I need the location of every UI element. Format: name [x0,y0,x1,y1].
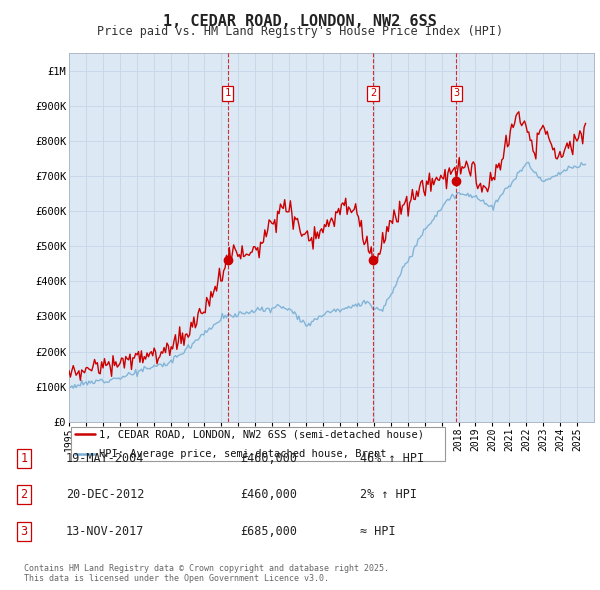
Text: £685,000: £685,000 [240,525,297,538]
Text: 20-DEC-2012: 20-DEC-2012 [66,488,145,501]
Text: 1: 1 [224,88,231,99]
Text: 3: 3 [453,88,460,99]
Text: 46% ↑ HPI: 46% ↑ HPI [360,451,424,465]
Text: 13-NOV-2017: 13-NOV-2017 [66,525,145,538]
Text: ≈ HPI: ≈ HPI [360,525,395,538]
Text: Contains HM Land Registry data © Crown copyright and database right 2025.
This d: Contains HM Land Registry data © Crown c… [24,563,389,583]
Text: HPI: Average price, semi-detached house, Brent: HPI: Average price, semi-detached house,… [99,448,387,458]
Text: 19-MAY-2004: 19-MAY-2004 [66,451,145,465]
Text: 3: 3 [20,525,28,538]
Text: 2: 2 [370,88,376,99]
Text: 2% ↑ HPI: 2% ↑ HPI [360,488,417,501]
Text: 1, CEDAR ROAD, LONDON, NW2 6SS (semi-detached house): 1, CEDAR ROAD, LONDON, NW2 6SS (semi-det… [99,430,424,440]
Text: Price paid vs. HM Land Registry's House Price Index (HPI): Price paid vs. HM Land Registry's House … [97,25,503,38]
Text: £460,000: £460,000 [240,488,297,501]
FancyBboxPatch shape [71,427,445,461]
Text: 1, CEDAR ROAD, LONDON, NW2 6SS: 1, CEDAR ROAD, LONDON, NW2 6SS [163,14,437,28]
Text: 2: 2 [20,488,28,501]
Text: £460,000: £460,000 [240,451,297,465]
Text: 1: 1 [20,451,28,465]
